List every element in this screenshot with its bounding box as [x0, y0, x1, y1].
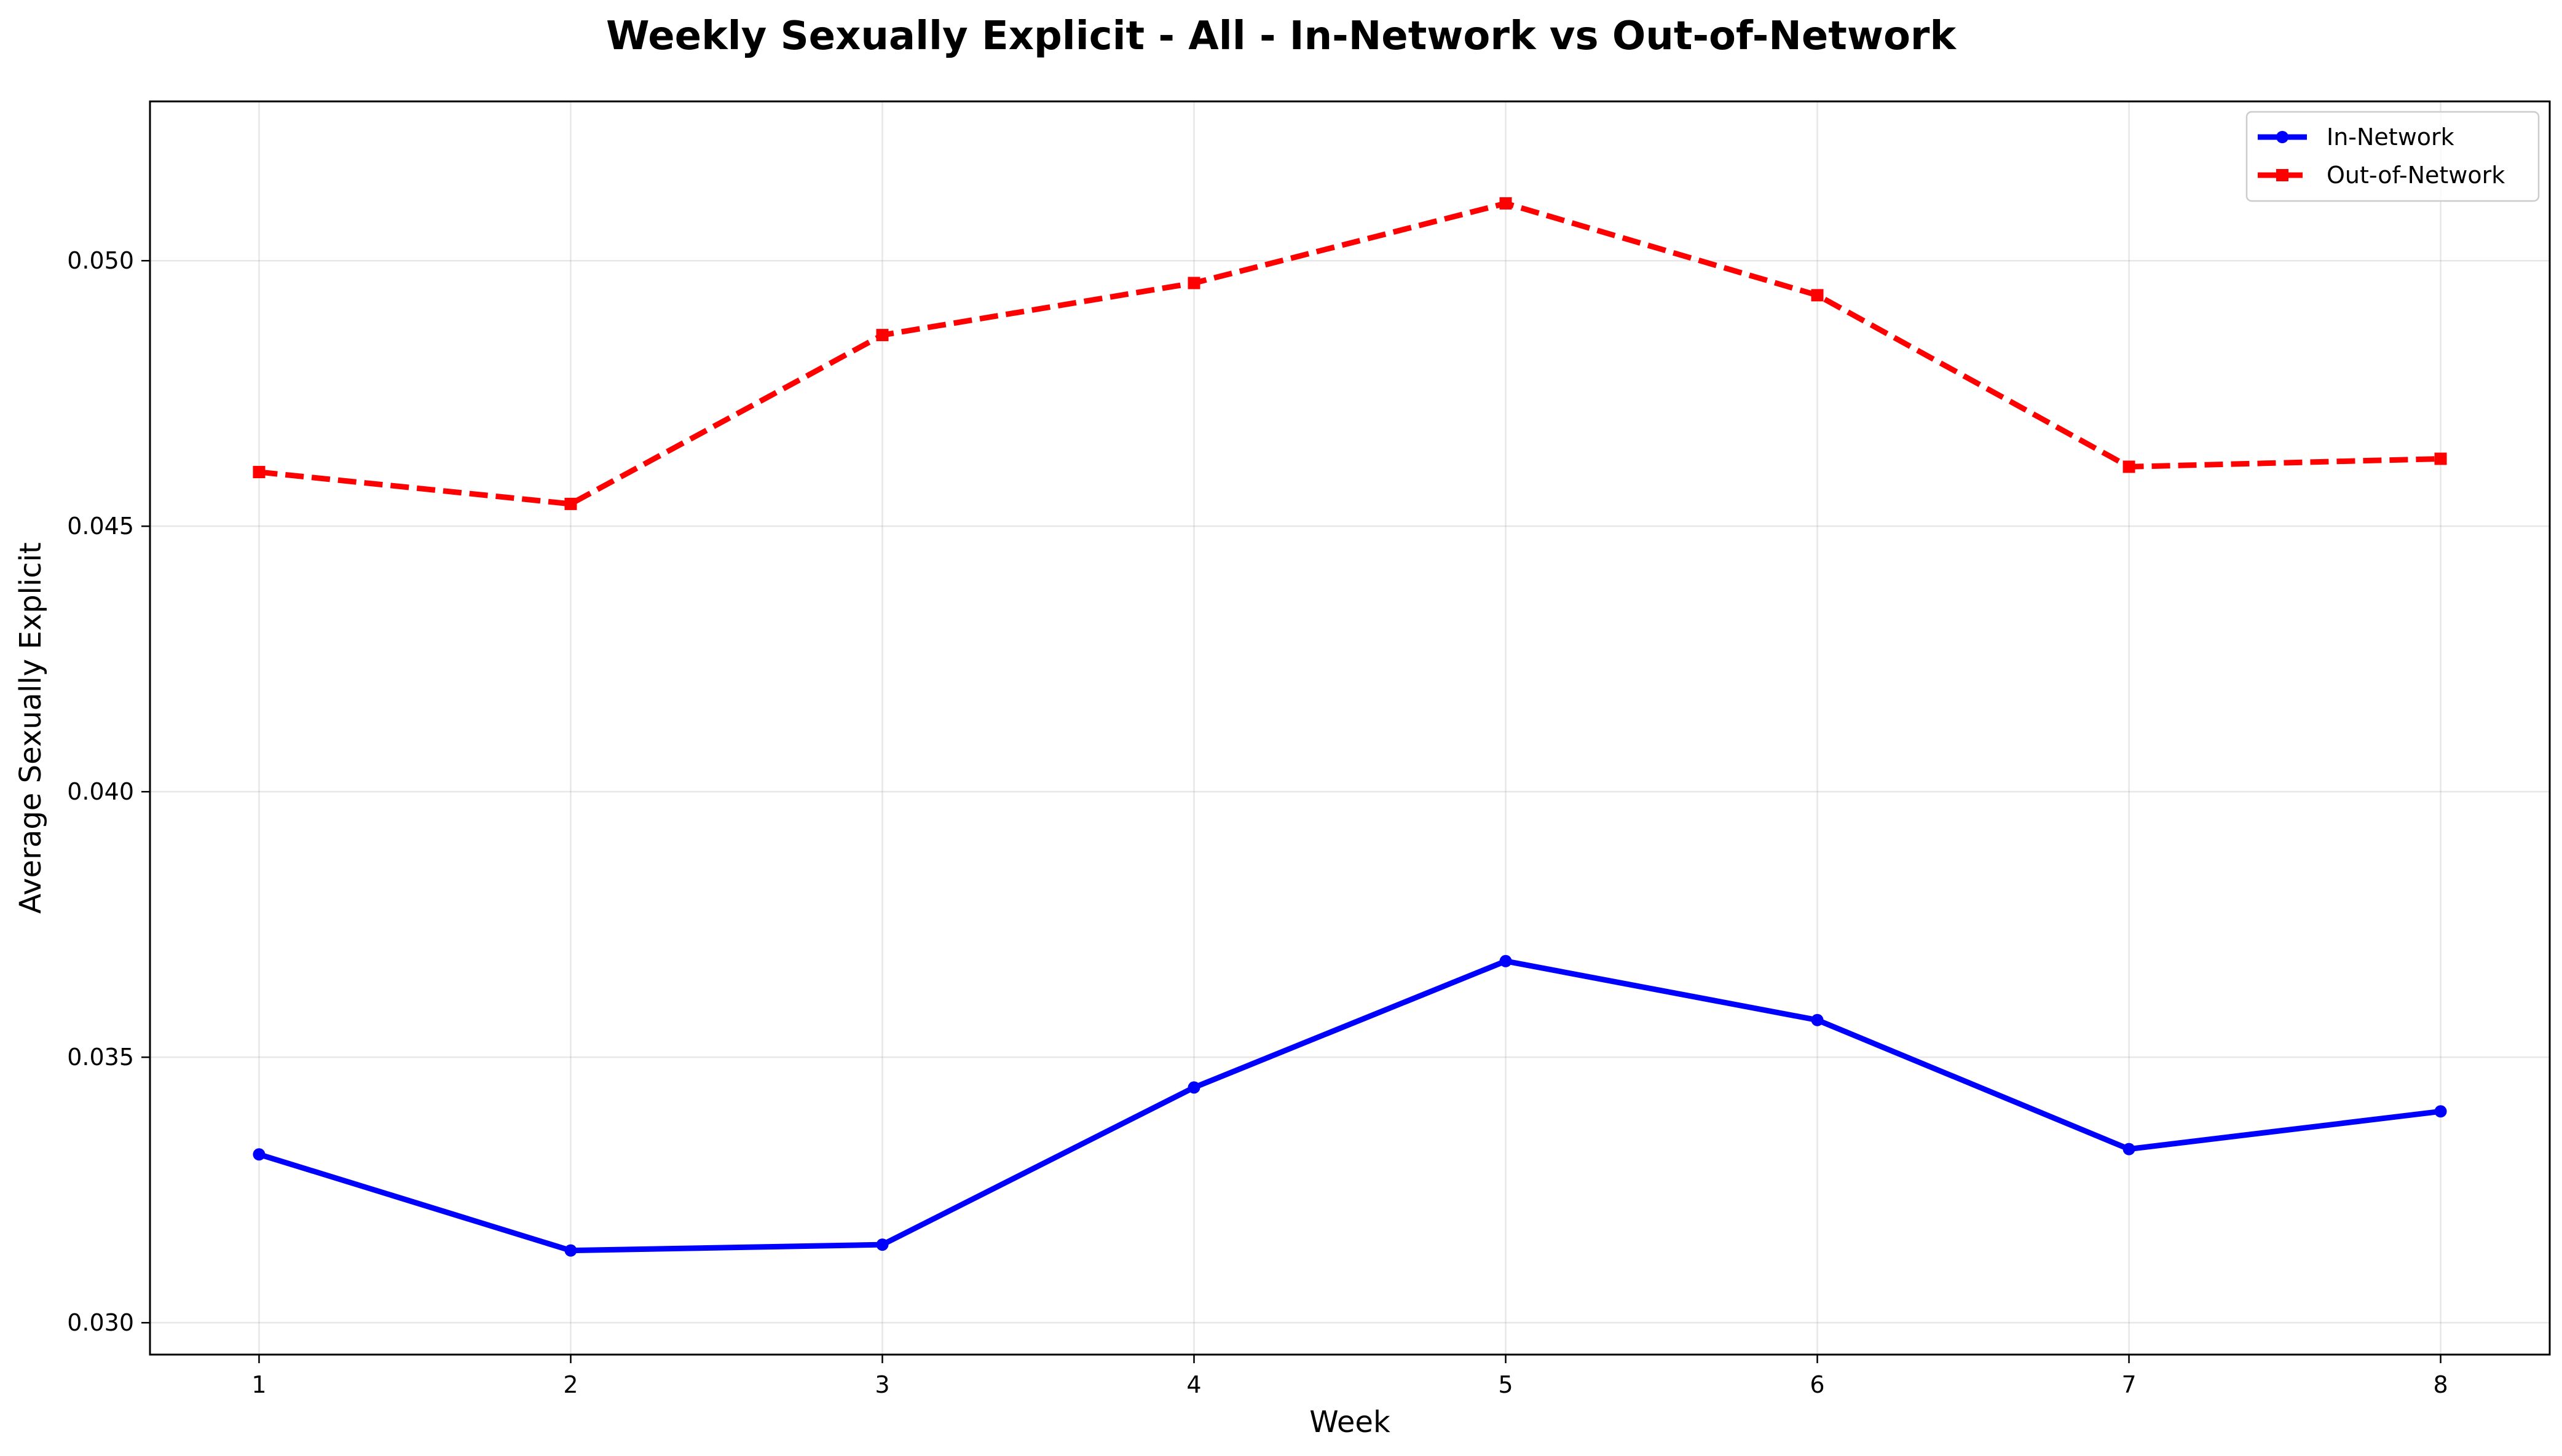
legend-label: In-Network — [2327, 124, 2454, 151]
grid — [150, 101, 2550, 1355]
axis-ticks: 1 2 3 4 5 6 7 8 0.030 0.035 0.040 0.045 0.050 — [67, 247, 2448, 1398]
data-point — [1499, 197, 1512, 210]
x-tick-label: 8 — [2433, 1371, 2448, 1398]
y-tick-label: 0.030 — [67, 1309, 134, 1336]
x-tick-label: 7 — [2121, 1371, 2136, 1398]
data-point — [2123, 1143, 2135, 1155]
legend-item: Out-of-Network — [2258, 162, 2505, 189]
data-point — [2434, 452, 2447, 465]
x-tick-label: 6 — [1810, 1371, 1824, 1398]
legend-box — [2245, 111, 2540, 202]
x-tick-label: 4 — [1186, 1371, 1201, 1398]
y-tick-label: 0.040 — [67, 778, 134, 805]
legend-marker — [2276, 169, 2288, 181]
y-tick-label: 0.035 — [67, 1044, 134, 1071]
data-point — [1499, 954, 1512, 967]
data-point — [1811, 1013, 1824, 1026]
series-out-of-network — [253, 197, 2447, 510]
series-line — [258, 958, 2442, 1254]
data-point — [564, 1244, 577, 1257]
series-line — [258, 200, 2441, 507]
data-point — [253, 1148, 266, 1161]
x-tick-label: 2 — [563, 1371, 578, 1398]
x-tick-label: 3 — [875, 1371, 889, 1398]
y-tick-label: 0.045 — [67, 513, 134, 540]
data-point — [564, 497, 577, 510]
data-point — [1188, 1081, 1200, 1094]
x-tick-label: 1 — [251, 1371, 266, 1398]
series-layer — [253, 197, 2447, 1257]
x-tick-label: 5 — [1498, 1371, 1513, 1398]
series-in-network — [253, 954, 2447, 1257]
legend-label: Out-of-Network — [2327, 162, 2505, 189]
chart-title: Weekly Sexually Explicit - All - In-Netw… — [606, 14, 1957, 59]
data-point — [253, 466, 266, 479]
legend-item: In-Network — [2258, 124, 2454, 151]
legend: In-Network Out-of-Network — [2245, 111, 2540, 202]
legend-marker — [2276, 131, 2288, 143]
plot-area-frame — [149, 100, 2551, 1356]
y-tick-label: 0.050 — [67, 247, 134, 274]
data-point — [2434, 1105, 2447, 1118]
data-point — [876, 1238, 889, 1251]
x-axis-label: Week — [1309, 1405, 1390, 1439]
data-point — [2123, 460, 2135, 473]
data-point — [876, 329, 889, 342]
data-point — [1811, 289, 1824, 302]
data-point — [1188, 277, 1200, 289]
y-axis-label: Average Sexually Explicit — [14, 542, 48, 914]
